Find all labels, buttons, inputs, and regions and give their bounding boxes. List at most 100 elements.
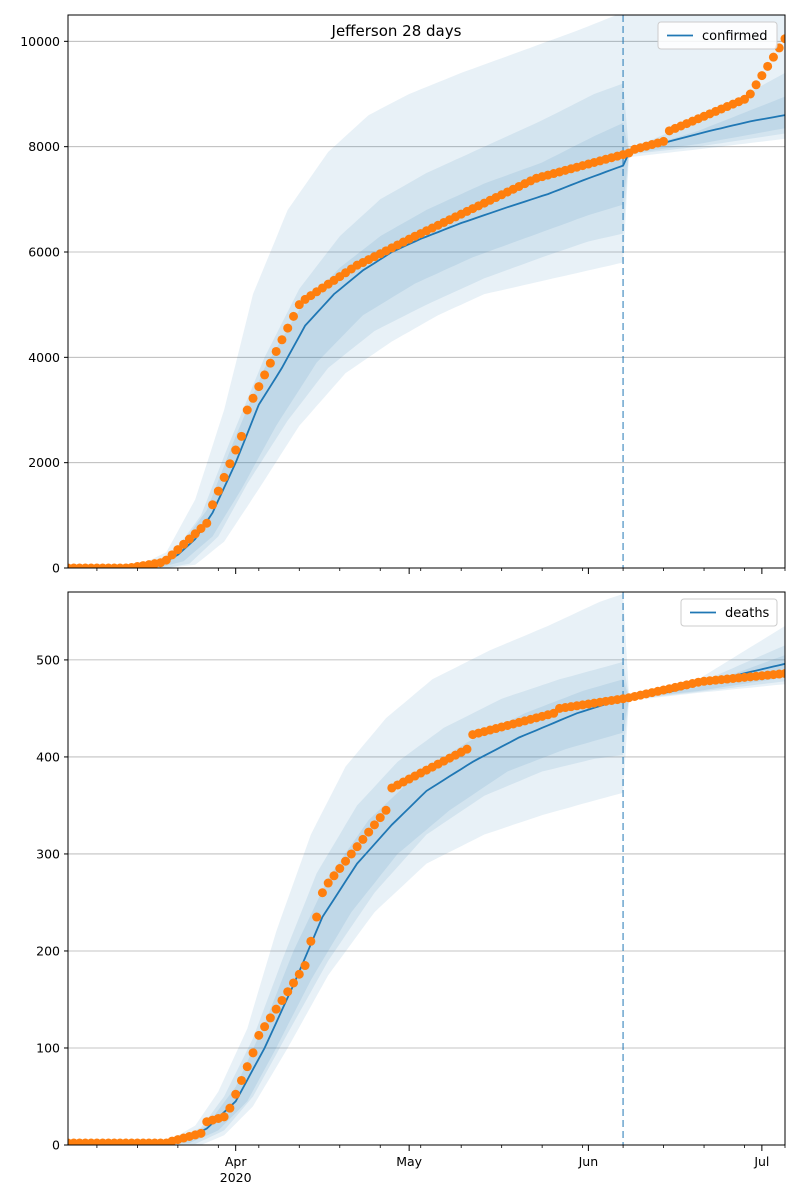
observed-point xyxy=(248,1048,258,1058)
observed-point xyxy=(265,1013,275,1023)
observed-point xyxy=(231,1089,241,1099)
observed-point xyxy=(242,1062,252,1072)
observed-point xyxy=(300,961,310,971)
observed-point xyxy=(271,346,281,356)
observed-point xyxy=(219,472,229,482)
observed-point xyxy=(780,34,785,44)
observed-point xyxy=(179,539,189,549)
uncertainty-band xyxy=(68,645,785,1145)
observed-point xyxy=(196,524,206,533)
observed-point xyxy=(317,888,327,898)
observed-point xyxy=(190,529,200,539)
observed-point xyxy=(242,405,252,415)
plot-area xyxy=(68,15,785,568)
observed-point xyxy=(236,1075,246,1085)
uncertainty-band xyxy=(68,593,785,1145)
y-tick-label: 500 xyxy=(36,652,60,667)
observed-point xyxy=(236,431,246,441)
x-tick-year-label: 2020 xyxy=(220,1170,252,1185)
y-tick-label: 100 xyxy=(36,1040,60,1055)
observed-point xyxy=(231,445,241,455)
observed-point xyxy=(740,94,750,104)
observed-point xyxy=(202,518,212,528)
chart-title: Jefferson 28 days xyxy=(331,22,462,40)
observed-point xyxy=(225,459,235,469)
observed-point xyxy=(462,744,472,754)
observed-point xyxy=(341,856,351,866)
x-tick-label: Jun xyxy=(578,1154,599,1169)
observed-point xyxy=(294,969,304,979)
legend: confirmed xyxy=(657,21,778,50)
observed-point xyxy=(184,534,194,544)
x-tick-label: Apr xyxy=(225,1154,247,1169)
observed-point xyxy=(323,878,333,888)
observed-point xyxy=(277,995,287,1005)
observed-point xyxy=(196,1128,206,1138)
uncertainty-band xyxy=(68,15,785,568)
observed-point xyxy=(254,382,264,392)
y-tick-label: 6000 xyxy=(28,245,60,260)
legend-box xyxy=(657,21,778,50)
observed-point xyxy=(283,987,293,997)
observed-point xyxy=(265,358,275,368)
y-tick-label: 0 xyxy=(52,1138,60,1153)
plot-area xyxy=(68,592,785,1145)
observed-point xyxy=(780,668,785,678)
observed-point xyxy=(289,311,299,321)
y-tick-label: 10000 xyxy=(20,34,60,49)
observed-point xyxy=(757,71,767,81)
observed-point xyxy=(254,1030,264,1040)
observed-point xyxy=(375,813,385,823)
observed-point xyxy=(167,550,177,560)
y-tick-label: 2000 xyxy=(28,455,60,470)
legend-label: confirmed xyxy=(702,29,768,44)
observed-point xyxy=(659,136,669,146)
observed-point xyxy=(369,820,379,830)
observed-point xyxy=(381,805,391,815)
legend: deaths xyxy=(680,598,778,627)
y-tick-label: 0 xyxy=(52,561,60,576)
observed-point xyxy=(364,827,374,837)
observed-point xyxy=(248,393,258,403)
y-tick-label: 200 xyxy=(36,943,60,958)
observed-point xyxy=(161,555,171,565)
observed-point xyxy=(768,52,778,62)
legend-box xyxy=(680,598,778,627)
y-tick-label: 4000 xyxy=(28,350,60,365)
observed-point xyxy=(312,912,322,922)
y-tick-label: 8000 xyxy=(28,139,60,154)
observed-point xyxy=(277,335,287,345)
observed-point xyxy=(271,1004,281,1014)
observed-point xyxy=(213,486,223,496)
observed-point xyxy=(294,300,304,310)
legend-label: deaths xyxy=(725,606,770,621)
observed-point xyxy=(352,842,362,852)
chart-panel-confirmed: 0 2000 4000 6000 8000 10000 Jefferson 28 days c… xyxy=(20,14,786,576)
observed-point xyxy=(346,849,356,859)
y-tick-label: 400 xyxy=(36,749,60,764)
observed-point xyxy=(173,545,183,555)
observed-point xyxy=(219,1112,229,1122)
observed-point xyxy=(283,323,293,333)
observed-point xyxy=(329,871,339,881)
observed-point xyxy=(745,89,755,99)
x-tick-label: Jul xyxy=(753,1154,769,1169)
observed-point xyxy=(335,864,345,873)
observed-point xyxy=(763,61,773,71)
observed-point xyxy=(751,80,761,90)
observed-point xyxy=(208,500,218,510)
observed-point xyxy=(289,978,299,988)
observed-point xyxy=(306,936,316,946)
uncertainty-band xyxy=(68,72,785,568)
axes-frame xyxy=(67,14,786,569)
uncertainty-band xyxy=(68,96,785,568)
observed-point xyxy=(260,370,270,380)
observed-point xyxy=(225,1103,235,1113)
x-tick-label: May xyxy=(396,1154,422,1169)
observed-point xyxy=(260,1022,270,1032)
observed-point xyxy=(358,834,368,844)
y-tick-label: 300 xyxy=(36,846,60,861)
axes-frame xyxy=(67,591,786,1146)
